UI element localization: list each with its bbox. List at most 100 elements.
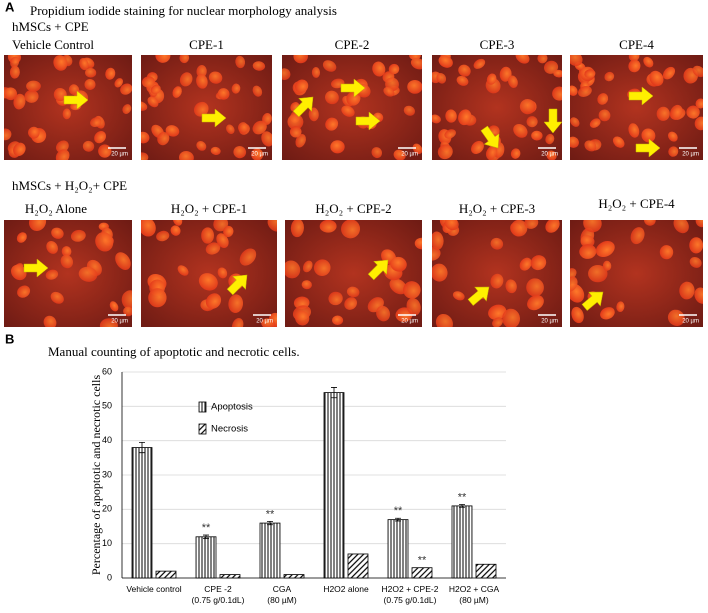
nucleus: [531, 130, 543, 141]
nucleus: [488, 304, 507, 320]
bar: [195, 536, 217, 579]
nucleus: [490, 237, 504, 250]
image-title: H₂O₂ + CPE-1: [171, 201, 247, 216]
nucleus: [252, 61, 266, 71]
nucleus: [445, 109, 457, 123]
nucleus: [526, 278, 544, 297]
nucleus: [383, 87, 395, 97]
nucleus: [546, 150, 557, 160]
y-tick-label: 40: [102, 435, 112, 445]
nucleus: [105, 67, 116, 80]
nucleus: [553, 69, 562, 78]
nucleus: [510, 220, 528, 237]
nucleus: [667, 309, 685, 326]
significance-marker: **: [418, 555, 427, 567]
nucleus: [239, 248, 257, 266]
nucleus: [141, 131, 150, 144]
nucleus: [50, 291, 64, 304]
nucleus: [26, 80, 41, 92]
nucleus: [156, 230, 170, 242]
x-tick-label-line: (0.75 g/0.1dL): [192, 595, 245, 605]
nucleus: [238, 122, 249, 134]
nucleus: [432, 263, 448, 282]
x-tick-label: CPE -2 (0.75 g/0.1dL): [192, 584, 245, 605]
nucleus: [217, 88, 230, 100]
micrograph: 20 µm: [141, 55, 272, 160]
nucleus: [584, 140, 597, 152]
nucleus: [689, 237, 703, 254]
nucleus: [571, 306, 584, 324]
nucleus: [90, 117, 102, 127]
nucleus: [341, 105, 355, 117]
nucleus: [530, 255, 547, 271]
nucleus: [322, 60, 337, 72]
nucleus: [62, 108, 71, 120]
group-heading: hMSCs + H₂O₂+ CPE: [12, 178, 127, 193]
nucleus: [437, 144, 453, 160]
nucleus: [155, 55, 171, 63]
nucleus: [679, 281, 695, 300]
nucleus: [13, 93, 26, 110]
nucleus: [524, 220, 539, 229]
arrow: [226, 274, 248, 296]
nucleus: [519, 257, 532, 271]
micrograph: 20 µm: [570, 220, 703, 327]
nucleus: [325, 117, 339, 131]
nucleus: [346, 286, 360, 298]
nucleus: [208, 71, 223, 84]
nucleus: [177, 265, 189, 276]
nucleus: [261, 318, 276, 327]
nucleus: [643, 220, 656, 226]
nucleus: [172, 86, 182, 98]
nucleus: [670, 104, 683, 120]
nucleus: [695, 220, 703, 228]
nucleus: [372, 61, 386, 77]
error-bar: [267, 520, 273, 526]
nucleus: [371, 147, 383, 159]
nucleus: [502, 308, 521, 327]
nucleus: [24, 89, 39, 103]
nucleus: [510, 148, 521, 159]
x-tick-label: H2O2 + CPE-2 (0.75 g/0.1dL): [382, 584, 439, 605]
nucleus: [217, 267, 228, 279]
error-bar: [395, 517, 401, 522]
significance-marker: **: [458, 491, 467, 503]
arrow: [581, 291, 604, 311]
nucleus: [228, 294, 244, 314]
micrograph-content: [4, 220, 132, 327]
nucleus: [545, 133, 555, 145]
micrograph-content: [282, 55, 422, 160]
scale-bar-label: 20 µm: [251, 152, 268, 158]
nucleus: [505, 279, 517, 294]
nucleus: [235, 55, 246, 69]
micrograph-content: [432, 55, 562, 160]
nucleus: [172, 220, 183, 226]
nucleus: [293, 55, 308, 64]
nucleus: [82, 140, 95, 152]
nucleus: [628, 55, 640, 62]
x-tick-label-line: Vehicle control: [126, 584, 181, 594]
image-title: H₂O₂ + CPE-4: [598, 196, 675, 211]
nucleus: [473, 58, 486, 69]
bar: [347, 553, 369, 579]
nucleus: [328, 291, 343, 306]
nucleus: [695, 98, 703, 109]
x-tick-label-line: H2O2 + CGA: [449, 584, 500, 594]
nucleus: [341, 220, 361, 239]
nucleus: [213, 220, 229, 232]
y-axis-title: Percentage of apoptotic and necrotic cel…: [89, 375, 103, 576]
nucleus: [570, 136, 579, 148]
nucleus: [148, 288, 167, 308]
nucleus: [444, 220, 459, 231]
nucleus: [324, 90, 339, 105]
scale-bar-label: 20 µm: [256, 319, 273, 325]
micrograph: 20 µm: [141, 220, 277, 327]
micrograph: 20 µm: [4, 55, 132, 160]
panel-label: A: [5, 0, 15, 14]
nucleus: [508, 75, 518, 88]
nucleus: [196, 64, 207, 78]
image-title: H₂O₂ + CPE-2: [315, 201, 391, 216]
bar: [283, 574, 305, 579]
nucleus: [458, 109, 472, 126]
